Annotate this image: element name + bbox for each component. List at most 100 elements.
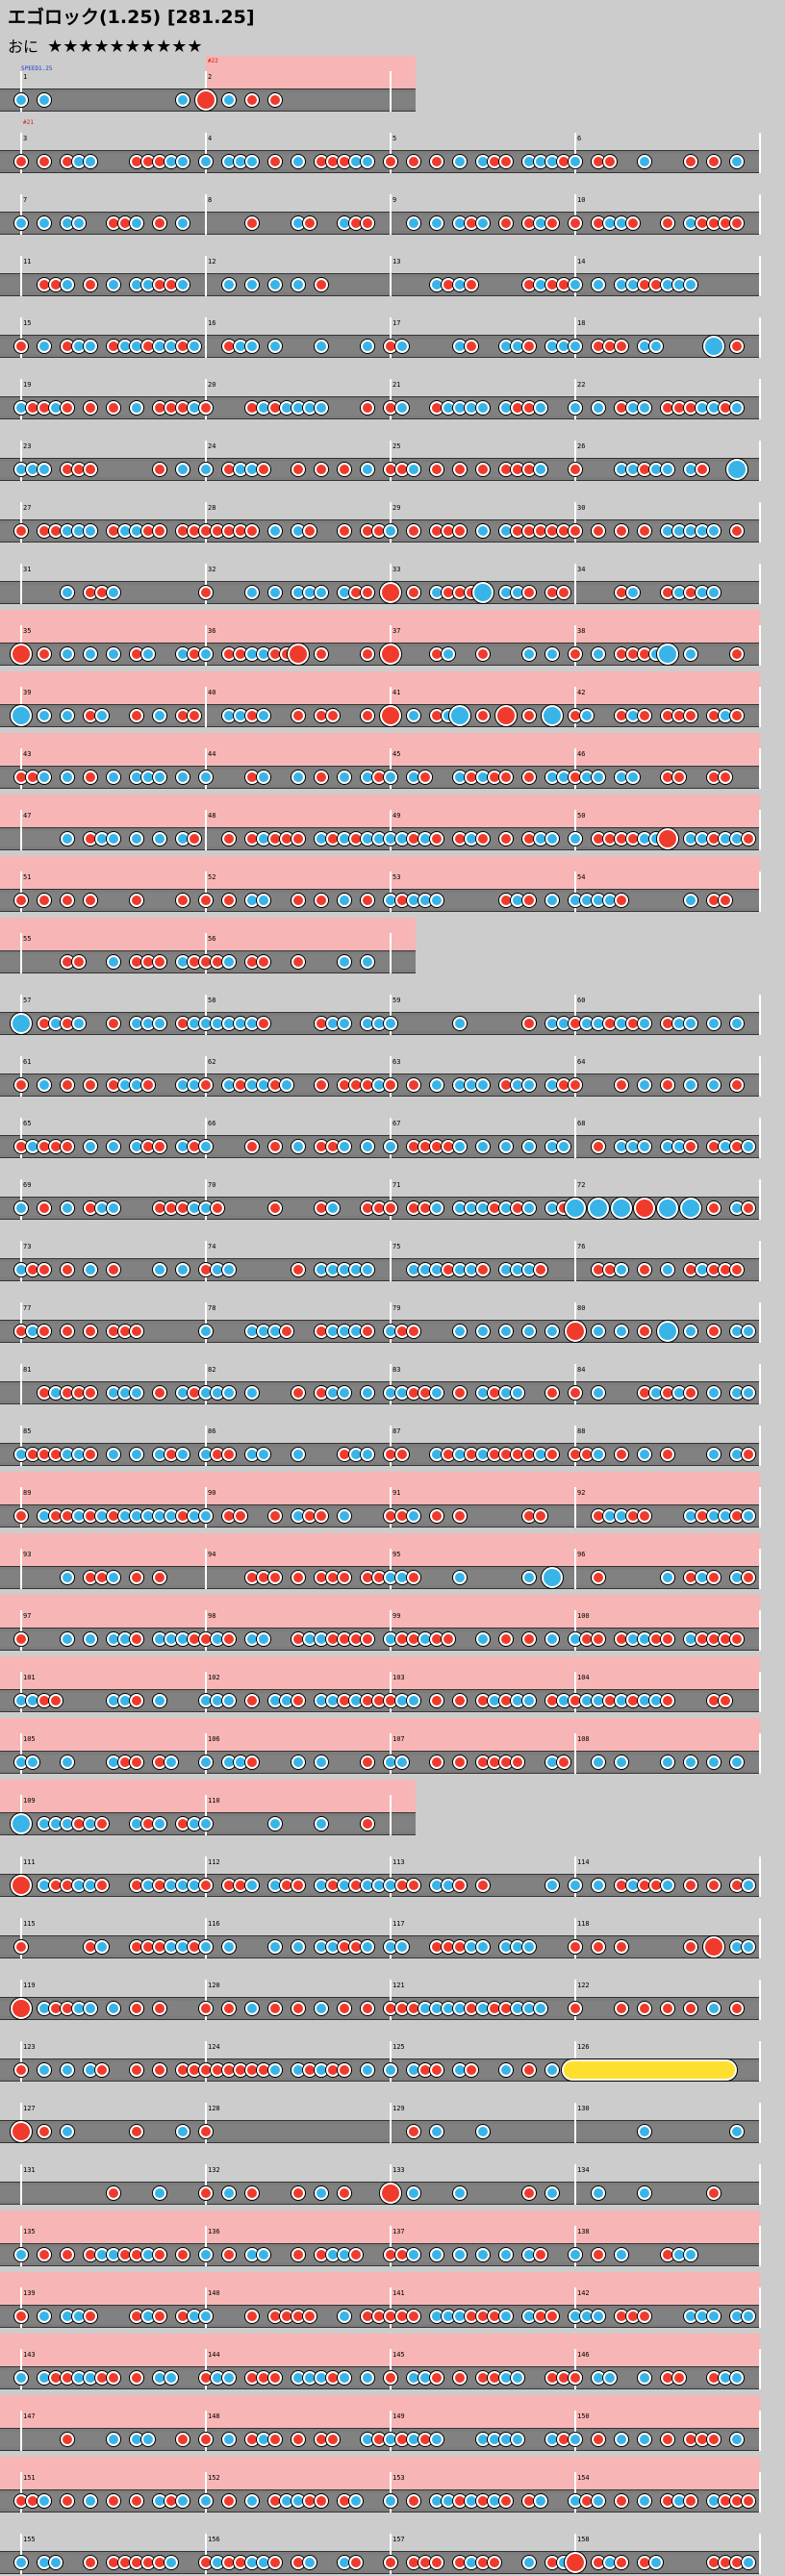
don-note [453, 1694, 467, 1707]
ka-note [395, 340, 409, 353]
ka-note [38, 463, 51, 476]
barline [574, 1118, 576, 1158]
measure-number: 155 [23, 2536, 36, 2543]
don-note [361, 1817, 374, 1831]
ka-note [592, 2494, 605, 2508]
barline [390, 1364, 392, 1404]
don-note [696, 463, 709, 476]
gogo-section [206, 856, 391, 889]
barline [20, 1487, 22, 1528]
measure-header [575, 240, 760, 273]
ka-note [153, 709, 166, 722]
ka-note [107, 770, 120, 784]
ka-note [107, 832, 120, 846]
ka-note [84, 1140, 97, 1153]
don-note [453, 1386, 467, 1400]
ka-note [542, 705, 563, 726]
barline [20, 564, 22, 604]
measure-number: 85 [23, 1427, 32, 1435]
measure-header [575, 364, 760, 396]
don-note [268, 1140, 282, 1153]
don-note [615, 2556, 628, 2569]
barline-end [759, 1364, 761, 1404]
don-note [730, 1632, 744, 1646]
measure-header [0, 1164, 206, 1197]
don-note [38, 2125, 51, 2138]
don-note [615, 2494, 628, 2508]
barline [390, 317, 392, 358]
ka-note [130, 832, 143, 846]
ka-note [176, 278, 190, 291]
measure-header [206, 425, 391, 458]
barline [205, 2472, 207, 2513]
don-note [453, 1755, 467, 1769]
barline [205, 1426, 207, 1466]
measure-header [206, 2026, 391, 2058]
barline [205, 502, 207, 543]
ka-note [730, 1755, 744, 1769]
don-note [315, 647, 328, 661]
don-note [14, 1940, 28, 1954]
ka-note [545, 832, 559, 846]
don-note [95, 1817, 109, 1831]
don-note [222, 2002, 236, 2015]
don-note [199, 586, 213, 599]
gogo-section [575, 2272, 760, 2305]
measure-number: 93 [23, 1551, 32, 1558]
chart-row: 61 62 63 64 [0, 1041, 761, 1099]
chart-row: 127 128 129 130 [0, 2087, 761, 2145]
ka-note [592, 2186, 605, 2200]
lane-track [0, 893, 760, 908]
ka-note [730, 155, 744, 168]
measure-header [0, 2087, 206, 2120]
measure-number: 114 [577, 1858, 590, 1866]
chart-row: 55 56 [0, 918, 416, 975]
measure-number: 40 [208, 689, 216, 696]
don-note [522, 2063, 536, 2077]
barline [390, 2472, 392, 2513]
gogo-section [391, 671, 575, 704]
ka-note [534, 2002, 547, 2015]
don-note [245, 1755, 259, 1769]
ka-note [199, 1509, 213, 1523]
chart-row: 19 20 21 22 [0, 364, 761, 421]
ka-note [199, 2248, 213, 2261]
measure-number: 7 [23, 196, 28, 204]
barline-end [759, 133, 761, 173]
chart-row: 77 78 79 80 [0, 1287, 761, 1345]
don-note [11, 644, 32, 665]
measure-number: 144 [208, 2351, 220, 2359]
don-note [638, 1509, 651, 1523]
don-note [569, 2002, 582, 2015]
barline-end [759, 687, 761, 727]
measure-number: 41 [392, 689, 401, 696]
ka-note [384, 2494, 397, 2508]
don-note [199, 2125, 213, 2138]
gogo-section [0, 1472, 206, 1504]
ka-note [107, 1140, 120, 1153]
chart-row: 135 136 137 138 [0, 2210, 761, 2268]
ka-note [684, 647, 697, 661]
measure-number: 69 [23, 1181, 32, 1189]
don-note [84, 2310, 97, 2323]
measure-header [206, 117, 391, 150]
barline [20, 2411, 22, 2451]
barline [20, 441, 22, 481]
ka-note [61, 832, 74, 846]
measure-number: 108 [577, 1735, 590, 1743]
gogo-section [391, 1595, 575, 1628]
measure-header [0, 1410, 206, 1443]
measure-number: 1 [23, 73, 28, 81]
barline-end [759, 625, 761, 666]
lane-track [0, 1262, 760, 1277]
barline [205, 317, 207, 358]
don-note [130, 2371, 143, 2385]
don-note [638, 2310, 651, 2323]
ka-note [442, 647, 455, 661]
ka-note [742, 1325, 755, 1338]
ka-note [661, 1755, 674, 1769]
don-note [245, 216, 259, 230]
measure-number: 148 [208, 2412, 220, 2420]
don-note [222, 1632, 236, 1646]
don-note [291, 1694, 305, 1707]
